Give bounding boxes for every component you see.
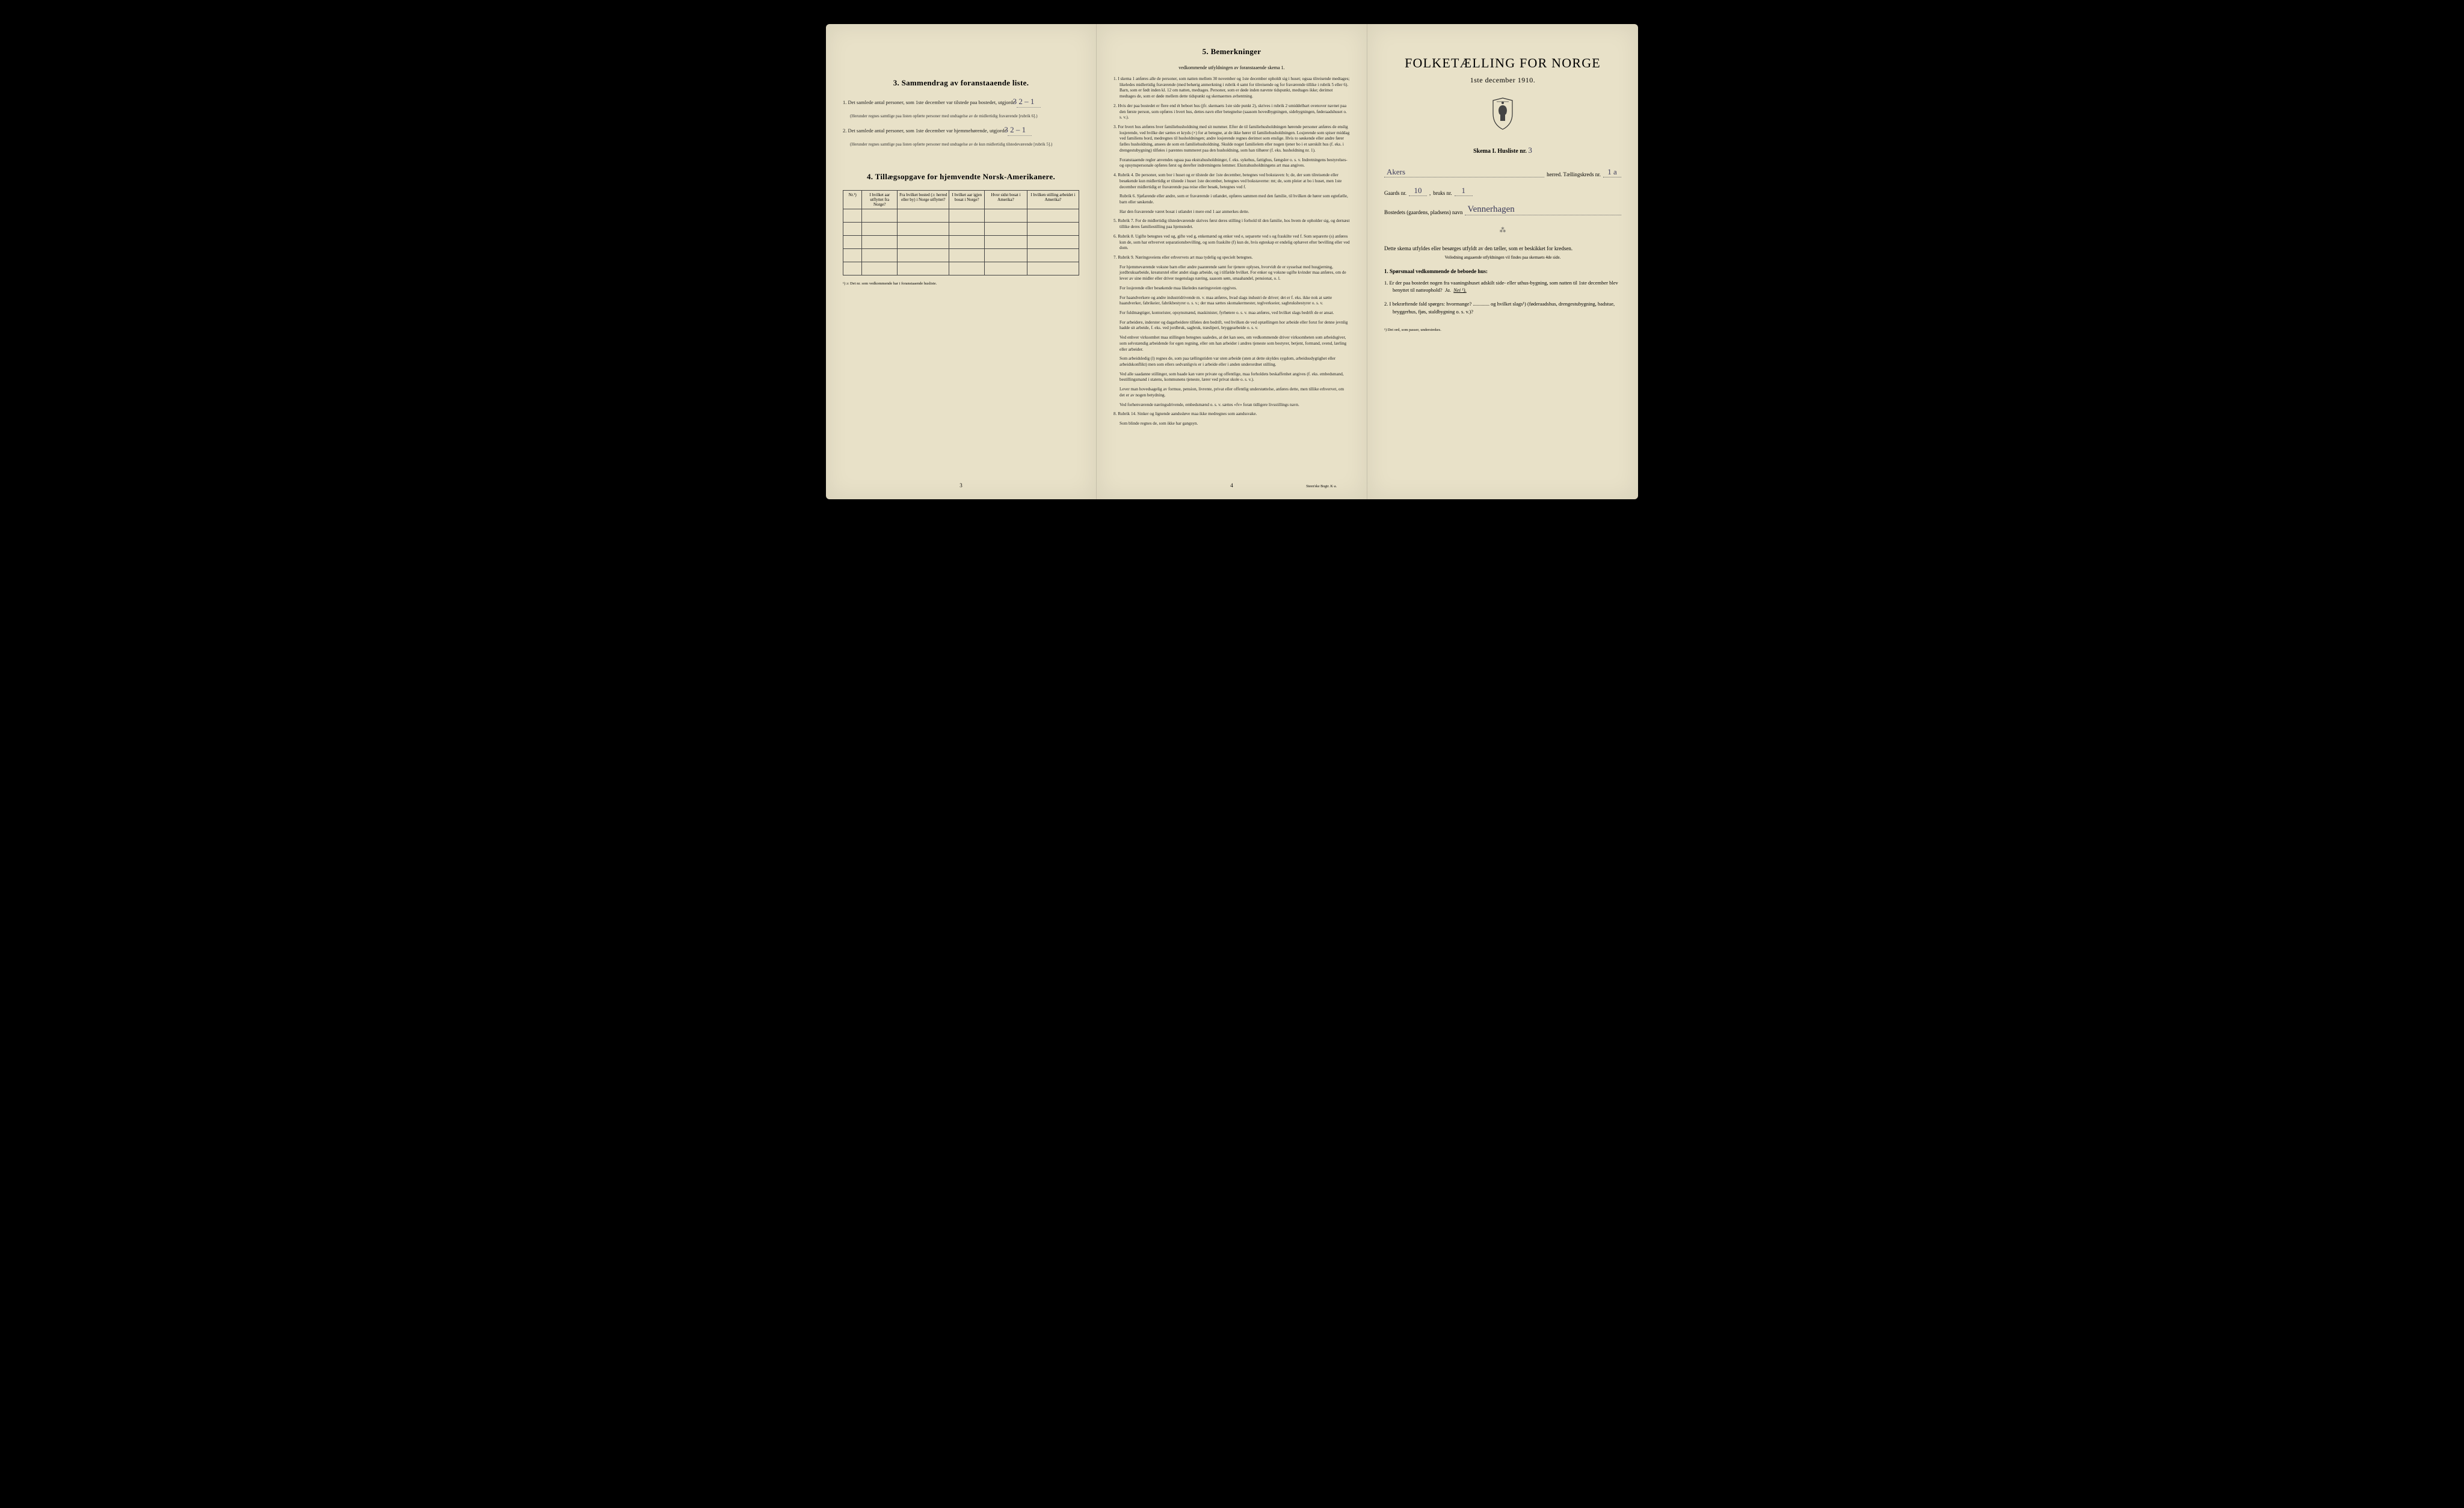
page-number-3: 3 [959, 482, 962, 488]
main-date: 1ste december 1910. [1384, 76, 1621, 85]
bruks-value: 1 [1455, 186, 1473, 196]
husliste-nr: 3 [1528, 146, 1532, 155]
summary-item-2: 2. Det samlede antal personer, som 1ste … [843, 125, 1079, 136]
th-year-back: I hvilket aar igjen bosat i Norge? [949, 190, 985, 209]
instructions-sub: Veiledning angaaende utfyldningen vil fi… [1384, 255, 1621, 260]
item2-handwritten: 3 2 – 1 [1008, 125, 1032, 136]
table-row [843, 248, 1079, 262]
summary-item-1: 1. Det samlede antal personer, som 1ste … [843, 96, 1079, 108]
table-row [843, 235, 1079, 248]
herred-line: Akers herred. Tællingskreds nr. 1 a [1384, 167, 1621, 177]
section-5-title: 5. Bemerkninger [1113, 47, 1350, 57]
table-row [843, 209, 1079, 222]
nei-underlined: Nei ¹). [1453, 287, 1466, 293]
kreds-value: 1 a [1603, 167, 1621, 177]
th-nr: Nr.¹) [843, 190, 862, 209]
item1-handwritten: 3 2 – 1 [1017, 96, 1041, 108]
th-where: Hvor sidst bosat i Amerika? [985, 190, 1027, 209]
item1-note: (Herunder regnes samtlige paa listen opf… [843, 114, 1079, 120]
table-row [843, 262, 1079, 275]
section-5-sub: vedkommende utfyldningen av foranstaaend… [1113, 65, 1350, 70]
remarks-body: 1. I skema 1 anføres alle de personer, s… [1113, 76, 1350, 427]
page-3: 3. Sammendrag av foranstaaende liste. 1.… [826, 24, 1097, 499]
bosted-line: Bostedets (gaardens, pladsens) navn Venn… [1384, 205, 1621, 215]
question-1: 1. Er der paa bostedet nogen fra vaaning… [1384, 279, 1621, 295]
instructions: Dette skema utfyldes eller besørges utfy… [1384, 245, 1621, 253]
emigrant-table: Nr.¹) I hvilket aar utflyttet fra Norge?… [843, 190, 1079, 275]
section-3-title: 3. Sammendrag av foranstaaende liste. [843, 78, 1079, 88]
question-2: 2. I bekræftende fald spørges: hvormange… [1384, 300, 1621, 316]
coat-of-arms-icon [1384, 97, 1621, 134]
th-from: Fra hvilket bosted (ɔ: herred eller by) … [898, 190, 949, 209]
section-4-title: 4. Tillægsopgave for hjemvendte Norsk-Am… [843, 172, 1079, 182]
gaards-line: Gaards nr. 10, bruks nr. 1 [1384, 186, 1621, 196]
flourish-icon: ⁂ [1384, 226, 1621, 234]
gaards-value: 10 [1409, 186, 1427, 196]
page-number-4: 4 [1230, 482, 1233, 488]
main-title: FOLKETÆLLING FOR NORGE [1384, 55, 1621, 71]
table-row [843, 222, 1079, 235]
right-footnote: ¹) Det ord, som passer, understrekes. [1384, 328, 1621, 332]
question-section-title: 1. Spørsmaal vedkommende de beboede hus: [1384, 268, 1621, 274]
th-year-out: I hvilket aar utflyttet fra Norge? [862, 190, 898, 209]
page-4: 5. Bemerkninger vedkommende utfyldningen… [1097, 24, 1367, 499]
item2-note: (Herunder regnes samtlige paa listen opf… [843, 142, 1079, 148]
table-footnote: ¹) ɔ: Det nr. som vedkommende har i fora… [843, 282, 1079, 286]
printer-note: Steen'ske Bogtr. K·a. [1306, 485, 1337, 488]
herred-value: Akers [1384, 167, 1544, 177]
skema-line: Skema I. Husliste nr. 3 [1384, 146, 1621, 155]
th-position: I hvilken stilling arbeidet i Amerika? [1027, 190, 1079, 209]
bosted-value: Vennerhagen [1465, 205, 1621, 215]
census-document: 3. Sammendrag av foranstaaende liste. 1.… [826, 24, 1638, 499]
page-1-cover: FOLKETÆLLING FOR NORGE 1ste december 191… [1367, 24, 1638, 499]
